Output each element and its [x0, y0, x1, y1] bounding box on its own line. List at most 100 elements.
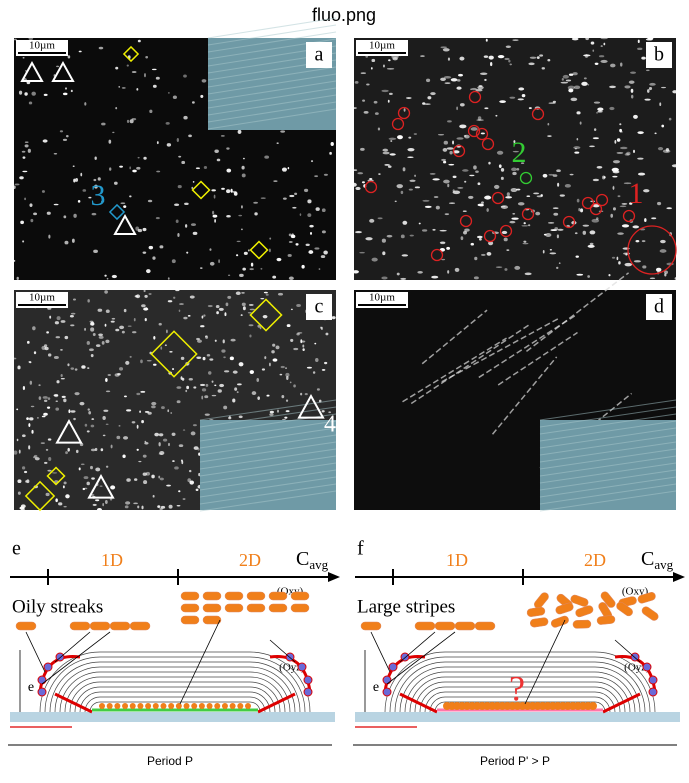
speck: [307, 199, 311, 203]
speck: [215, 340, 217, 342]
speck: [117, 373, 121, 375]
speck: [661, 87, 666, 88]
speck: [261, 197, 266, 199]
speck: [122, 87, 126, 89]
speck: [291, 309, 293, 311]
speck: [355, 81, 359, 84]
speck: [501, 177, 504, 180]
speck: [609, 107, 614, 110]
speck: [102, 503, 104, 506]
speck: [397, 184, 403, 188]
speck: [115, 67, 118, 70]
speck: [189, 480, 194, 484]
speck: [362, 181, 365, 183]
speck: [196, 338, 200, 340]
speck: [82, 189, 86, 192]
speck: [119, 326, 124, 330]
speck: [149, 293, 152, 294]
speck: [617, 152, 624, 154]
speck: [495, 115, 497, 117]
speck: [371, 59, 375, 62]
speck: [178, 490, 180, 492]
speck: [213, 215, 218, 218]
speck: [407, 148, 414, 151]
speck: [620, 205, 627, 207]
speck: [512, 213, 515, 215]
speck: [252, 391, 257, 395]
speck: [390, 140, 392, 141]
bottom-dot: [114, 703, 120, 709]
speck: [81, 463, 85, 465]
speck: [93, 333, 96, 336]
capsule: [530, 617, 549, 628]
speck: [138, 157, 140, 159]
speck: [547, 135, 551, 136]
speck: [90, 322, 94, 325]
speck: [624, 85, 630, 88]
speck: [200, 384, 205, 386]
speck: [56, 66, 59, 68]
substrate: [10, 712, 335, 722]
bottom-dot: [245, 703, 251, 709]
speck: [422, 200, 429, 202]
speck: [389, 93, 393, 95]
speck: [504, 268, 507, 271]
speck: [67, 363, 69, 366]
speck: [620, 62, 622, 66]
speck: [231, 189, 233, 193]
speck: [592, 50, 594, 52]
speck: [161, 406, 165, 409]
speck: [39, 396, 42, 400]
speck: [70, 324, 74, 326]
speck: [462, 169, 468, 172]
speck: [96, 344, 100, 347]
speck: [243, 306, 246, 310]
speck: [101, 123, 106, 126]
speck: [441, 159, 446, 161]
speck: [260, 268, 262, 270]
speck: [473, 165, 477, 169]
speck: [22, 171, 27, 172]
speck: [152, 256, 155, 259]
speck: [505, 196, 512, 198]
speck: [160, 346, 162, 349]
speck: [488, 162, 490, 165]
defect-dot: [304, 688, 312, 696]
speck: [581, 82, 587, 86]
capsule: [247, 592, 265, 600]
speck: [78, 200, 80, 203]
speck: [24, 197, 26, 200]
speck: [269, 413, 273, 416]
speck: [140, 360, 143, 364]
speck: [617, 232, 623, 234]
speck: [205, 335, 207, 337]
speck: [207, 354, 211, 357]
speck: [29, 417, 33, 420]
speck: [224, 370, 229, 372]
speck: [157, 505, 160, 508]
speck: [269, 238, 271, 240]
speck: [319, 268, 321, 270]
bottom-dot: [184, 703, 190, 709]
thickness-label: e: [373, 680, 379, 695]
speck: [87, 299, 89, 302]
speck: [166, 122, 170, 125]
speck: [486, 208, 488, 212]
speck: [141, 506, 143, 510]
speck: [507, 192, 510, 196]
speck: [256, 378, 259, 382]
speck: [446, 247, 450, 250]
speck: [99, 336, 104, 339]
speck: [156, 77, 160, 80]
speck: [138, 40, 141, 43]
speck: [556, 169, 561, 172]
speck: [455, 268, 460, 272]
speck: [217, 159, 221, 162]
pointer: [371, 632, 390, 672]
speck: [440, 46, 447, 48]
speck: [90, 466, 93, 469]
speck: [487, 252, 492, 256]
speck: [426, 79, 430, 82]
speck: [453, 176, 457, 178]
speck: [119, 425, 121, 427]
